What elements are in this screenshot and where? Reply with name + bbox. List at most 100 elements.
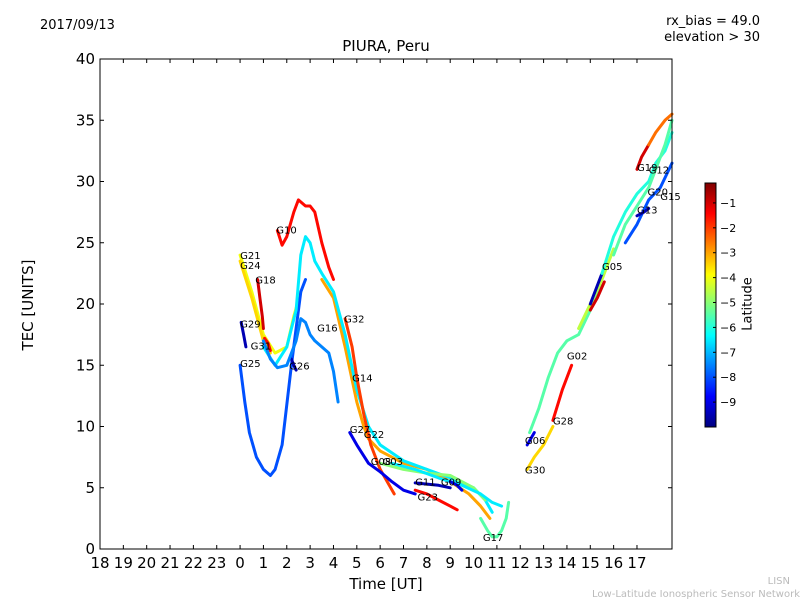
y-tick-label: 15 [76,356,95,374]
sat-label-g20: G20 [648,187,668,198]
series-g16 [261,317,340,404]
series-g03 [390,461,504,508]
chart-title: PIURA, Peru [342,37,430,55]
sat-label-g05: G05 [602,262,622,273]
sat-label-g02: G02 [567,351,587,362]
colorbar-tick-label: −8 [720,371,736,384]
sat-label-g29: G29 [240,320,260,331]
series-g13 [635,206,651,218]
colorbar-tick-label: −2 [720,222,736,235]
sat-label-g13: G13 [637,206,657,217]
sat-label-g23: G23 [418,492,438,503]
series-g19b [647,112,674,147]
sat-label-g22: G22 [364,430,384,441]
series-g18 [256,278,265,330]
sat-label-g16: G16 [317,323,337,334]
colorbar-tick-label: −4 [720,272,736,285]
x-tick-label: 0 [235,554,245,572]
sat-label-g27: G27 [350,425,370,436]
x-tick-label: 6 [375,554,385,572]
series-g11 [413,481,452,490]
series-layer [238,112,674,539]
sat-label-g08: G08 [371,457,391,468]
y-tick-label: 30 [76,173,95,191]
sat-label-g25: G25 [240,359,260,370]
colorbar-tick-label: −1 [720,197,736,210]
sat-label-g32: G32 [344,315,364,326]
x-tick-label: 5 [352,554,362,572]
credit-long: Low-Latitude Ionospheric Sensor Network [592,589,800,600]
sat-label-g26: G26 [289,361,309,372]
series-g23 [413,488,459,512]
rx-bias-label: rx_bias = 49.0 [666,14,760,29]
series-g26 [289,357,298,372]
x-axis-label: Time [UT] [349,575,423,593]
sat-label-g30: G30 [525,465,545,476]
sat-label-g19: G19 [637,163,657,174]
date-label: 2017/09/13 [40,18,115,33]
series-g20 [623,161,674,245]
series-g31 [263,336,272,353]
x-tick-label: 10 [464,554,483,572]
series-g02 [528,284,604,435]
series-g30 [525,425,555,471]
sat-label-g06: G06 [525,436,545,447]
x-tick-label: 17 [627,554,646,572]
series-g28 [551,363,574,422]
y-tick-label: 5 [85,479,95,497]
x-tick-label: 15 [581,554,600,572]
sat-label-g24: G24 [240,261,260,272]
sat-label-g09: G09 [441,478,461,489]
colorbar-tick-label: −7 [720,346,736,359]
sat-label-g03: G03 [383,457,403,468]
series-g06 [525,431,536,447]
x-tick-label: 3 [305,554,315,572]
x-tick-label: 14 [557,554,576,572]
colorbar-tick-label: −3 [720,247,736,260]
series-g32 [343,317,396,496]
series-g22 [320,278,492,520]
x-tick-label: 1 [259,554,269,572]
x-tick-label: 16 [604,554,623,572]
colorbar-gradient [704,182,717,428]
y-tick-label: 40 [76,50,95,68]
y-tick-label: 25 [76,234,95,252]
x-tick-label: 22 [184,554,203,572]
elevation-label: elevation > 30 [664,30,760,45]
x-tick-label: 2 [282,554,292,572]
series-g19 [635,143,651,171]
colorbar-tick-label: −6 [720,321,736,334]
series-g10 [275,198,335,281]
colorbar-tick-label: −9 [720,396,736,409]
axes-layer: 18 19 20 21 22 23 0 1 2 3 4 5 6 7 8 9 10 11 12 13 14 15 16 1705… [76,50,673,572]
x-tick-label: 13 [534,554,553,572]
sat-label-g12: G12 [649,165,669,176]
y-tick-label: 20 [76,295,95,313]
x-tick-label: 11 [487,554,506,572]
series-g02b [588,271,604,306]
sat-label-g28: G28 [553,416,573,427]
x-tick-label: 18 [90,554,109,572]
sat-label-g15: G15 [660,192,680,203]
x-tick-label: 9 [445,554,455,572]
x-tick-label: 21 [160,554,179,572]
colorbar: −1 −2 −3 −4 −5 −6 −7 −8 −9 [704,182,736,428]
y-tick-label: 0 [85,540,95,558]
credit-short: LISN [767,576,790,587]
series-g15 [612,118,674,257]
series-g27 [348,431,417,496]
sat-label-g18: G18 [255,276,275,287]
x-tick-label: 7 [399,554,409,572]
y-tick-label: 10 [76,418,95,436]
sat-label-g10: G10 [276,225,296,236]
x-tick-label: 12 [511,554,530,572]
series-g05b [588,280,606,312]
series-g09 [448,480,464,492]
y-tick-label: 35 [76,111,95,129]
series-g29 [239,320,248,349]
x-tick-label: 23 [207,554,226,572]
x-tick-label: 20 [137,554,156,572]
colorbar-tick-label: −5 [720,297,736,310]
